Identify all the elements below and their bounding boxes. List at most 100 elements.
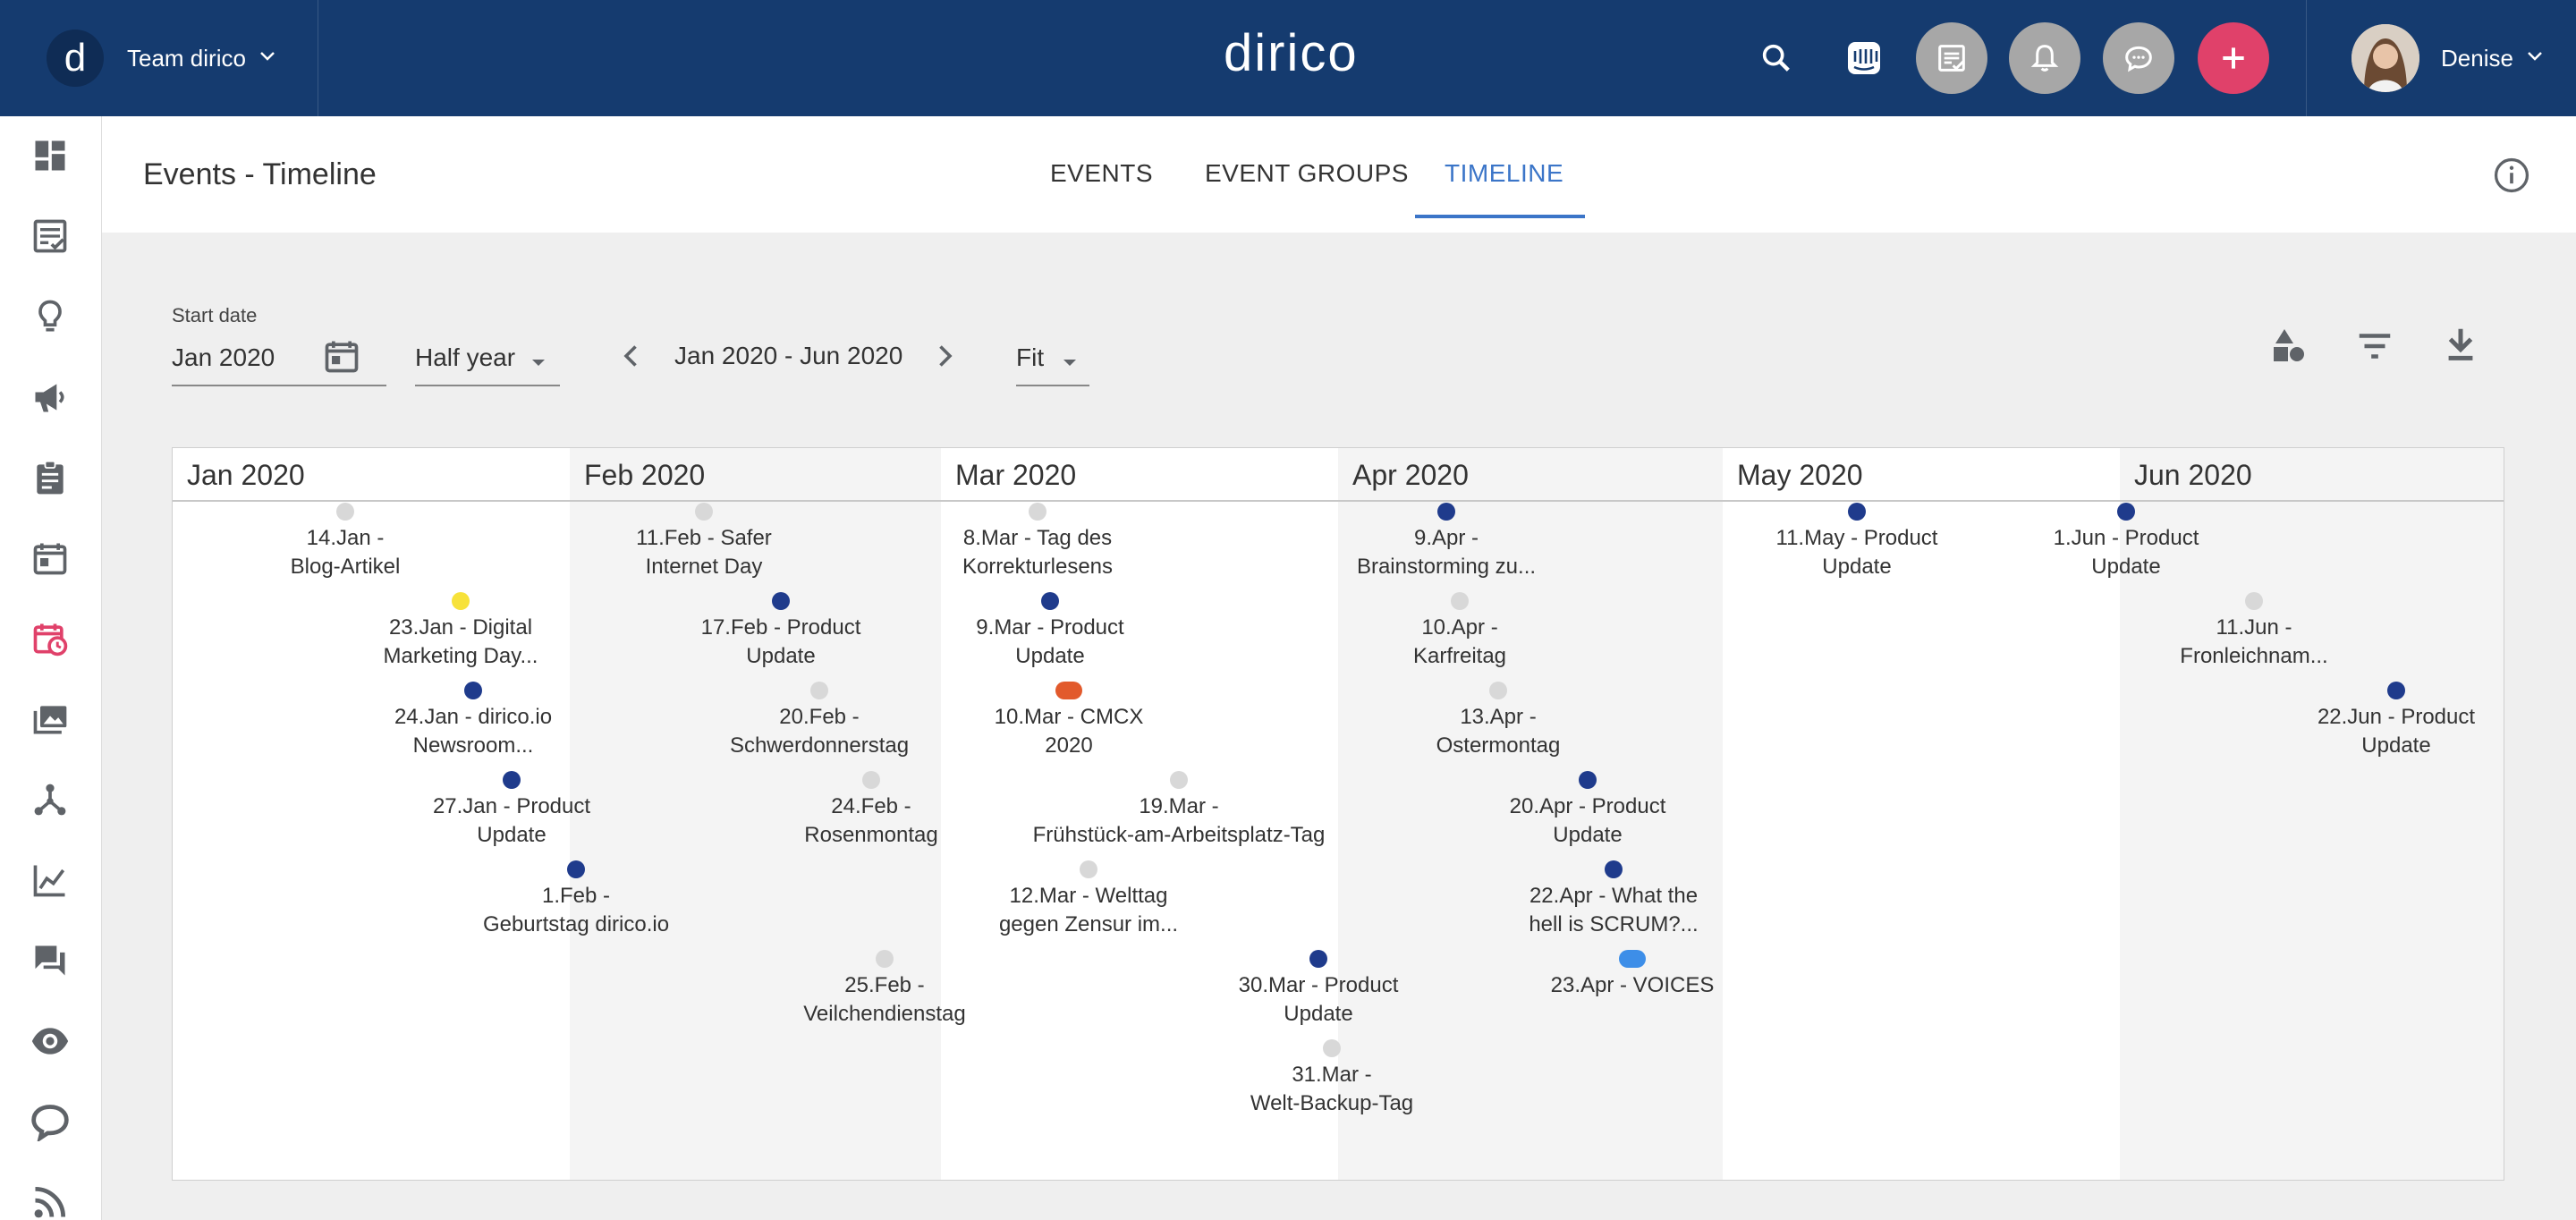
date-range-label: Jan 2020 - Jun 2020 [674,342,903,369]
filter-icon[interactable] [2354,326,2395,371]
event-marker[interactable] [1579,771,1597,789]
event-label[interactable]: 1.Feb - Geburtstag dirico.io [482,884,670,936]
media-icon[interactable] [25,694,75,744]
zoom-select[interactable]: Fit [1016,336,1089,386]
add-icon[interactable] [2198,22,2269,94]
bell-icon[interactable] [2009,22,2080,94]
calendar-icon[interactable] [322,336,361,382]
event-label[interactable]: 9.Apr - Brainstorming zu... [1356,526,1537,579]
event-label[interactable]: 30.Mar - Product Update [1238,973,1399,1026]
messages-icon[interactable] [25,936,75,986]
period-select[interactable]: Half year [415,336,560,386]
event-marker[interactable] [2245,592,2263,610]
event-label[interactable]: 23.Apr - VOICES [1550,973,1715,997]
event-marker[interactable] [1309,950,1327,968]
network-icon[interactable] [25,775,75,825]
month-header-row: Jan 2020 Feb 2020 Mar 2020 Apr 2020 May … [173,448,2504,502]
event-marker[interactable] [1451,592,1469,610]
event-label[interactable]: 24.Feb - Rosenmontag [804,794,938,847]
next-range-button[interactable] [928,340,961,377]
tab-timeline[interactable]: TIMELINE [1445,159,1564,187]
event-label[interactable]: 12.Mar - Welttag gegen Zensur im... [998,884,1179,936]
event-label[interactable]: 14.Jan - Blog-Artikel [290,526,401,579]
event-label[interactable]: 19.Mar - Frühstück-am-Arbeitsplatz-Tag [1032,794,1326,847]
briefing-icon[interactable] [25,453,75,503]
event-label[interactable]: 20.Apr - Product Update [1509,794,1666,847]
ideas-icon[interactable] [25,292,75,342]
event-marker[interactable] [1848,503,1866,521]
event-marker[interactable] [2117,503,2135,521]
tab-event-groups[interactable]: EVENT GROUPS [1205,159,1409,187]
month-band-jun [2120,448,2504,1180]
analytics-icon[interactable] [25,855,75,905]
event-label[interactable]: 11.Jun - Fronleichnam... [2180,615,2328,668]
tab-active-indicator [1415,215,1585,218]
info-icon[interactable] [2492,156,2531,199]
event-marker[interactable] [1323,1039,1341,1057]
event-label[interactable]: 11.May - Product Update [1775,526,1938,579]
event-label[interactable]: 10.Mar - CMCX 2020 [994,705,1144,758]
event-marker[interactable] [2387,682,2405,699]
event-marker[interactable] [876,950,894,968]
calendar-icon[interactable] [25,533,75,583]
event-marker[interactable] [862,771,880,789]
events-icon[interactable] [25,614,75,664]
event-marker[interactable] [1605,860,1623,878]
event-marker[interactable] [1619,950,1646,968]
rss-icon[interactable] [25,1177,75,1220]
event-marker[interactable] [1029,503,1046,521]
campaigns-icon[interactable] [25,372,75,422]
event-marker[interactable] [1080,860,1097,878]
brand-logo: dirico [1224,24,1359,82]
event-marker[interactable] [810,682,828,699]
event-label[interactable]: 8.Mar - Tag des Korrekturlesens [962,526,1114,579]
social-icon[interactable] [25,1097,75,1147]
event-marker[interactable] [695,503,713,521]
event-marker[interactable] [1437,503,1455,521]
download-icon[interactable] [2440,324,2481,369]
monitoring-icon[interactable] [25,1016,75,1066]
event-label[interactable]: 22.Apr - What the hell is SCRUM?... [1529,884,1699,936]
tab-events[interactable]: EVENTS [1050,159,1154,187]
start-date-field[interactable]: Jan 2020 [172,336,386,386]
user-menu[interactable]: Denise [2306,0,2576,116]
event-label[interactable]: 1.Jun - Product Update [2053,526,2199,579]
event-label[interactable]: 13.Apr - Ostermontag [1436,705,1561,758]
prev-range-button[interactable] [615,340,648,377]
tasks-icon[interactable] [1916,22,1987,94]
event-label[interactable]: 9.Mar - Product Update [976,615,1124,668]
chevron-down-icon [257,46,278,72]
event-label[interactable]: 10.Apr - Karfreitag [1412,615,1507,668]
event-marker[interactable] [1489,682,1507,699]
event-label[interactable]: 25.Feb - Veilchendienstag [803,973,966,1026]
chevron-down-icon [2524,46,2546,72]
event-label[interactable]: 23.Jan - Digital Marketing Day... [383,615,538,668]
event-label[interactable]: 11.Feb - Safer Internet Day [636,526,772,579]
shapes-icon[interactable] [2267,324,2309,371]
event-marker[interactable] [1055,682,1082,699]
event-label[interactable]: 31.Mar - Welt-Backup-Tag [1250,1063,1414,1115]
event-marker[interactable] [452,592,470,610]
month-label: May 2020 [1737,459,1863,491]
event-marker[interactable] [464,682,482,699]
event-label[interactable]: 24.Jan - dirico.io Newsroom... [394,705,553,758]
event-label[interactable]: 27.Jan - Product Update [432,794,591,847]
event-marker[interactable] [1041,592,1059,610]
event-marker[interactable] [503,771,521,789]
intercom-icon[interactable] [1828,22,1900,94]
tasks-icon[interactable] [25,211,75,261]
chat-icon[interactable] [2103,22,2174,94]
event-marker[interactable] [1170,771,1188,789]
dropdown-arrow-icon [1059,351,1080,379]
event-marker[interactable] [567,860,585,878]
team-switcher[interactable]: d Team dirico [0,0,318,116]
event-marker[interactable] [336,503,354,521]
start-date-label: Start date [172,304,258,326]
event-label[interactable]: 17.Feb - Product Update [700,615,861,668]
event-label[interactable]: 20.Feb - Schwerdonnerstag [729,705,910,758]
team-logo-letter: d [64,36,87,80]
search-icon[interactable] [1741,22,1812,94]
event-marker[interactable] [772,592,790,610]
dashboard-icon[interactable] [25,131,75,181]
event-label[interactable]: 22.Jun - Product Update [2317,705,2476,758]
